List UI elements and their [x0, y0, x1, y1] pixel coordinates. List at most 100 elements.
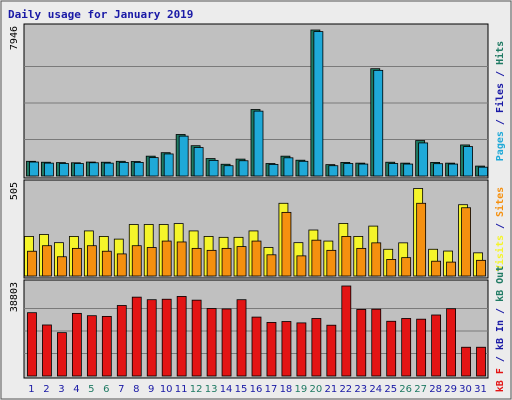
bar-sites-day-3: [57, 256, 67, 277]
bar-sites-day-19: [296, 255, 307, 277]
bar-sites-day-15: [236, 246, 247, 277]
bar-sites-day-11: [176, 241, 187, 277]
x-tick-day-11: 11: [175, 384, 188, 395]
bar-sites-day-13: [206, 249, 217, 277]
bar-kb-f-day-28: [431, 314, 442, 377]
x-tick-day-13: 13: [205, 384, 218, 395]
x-tick-day-24: 24: [369, 384, 382, 395]
bar-kb-f-day-7: [116, 305, 127, 377]
bar-sites-day-1: [27, 250, 37, 277]
series-label-part-5: Hits: [494, 41, 506, 65]
x-tick-day-26: 26: [399, 384, 412, 395]
bar-kb-f-day-2: [42, 324, 52, 377]
bar-kb-f-day-17: [266, 322, 277, 377]
bar-sites-day-16: [251, 240, 262, 277]
x-tick-day-29: 29: [444, 384, 457, 395]
bar-files-day-2: [44, 162, 54, 177]
series-label-part-1: Visits: [494, 235, 506, 271]
x-tick-day-20: 20: [310, 384, 323, 395]
bar-files-day-28: [433, 163, 444, 177]
bar-kb-f-day-21: [326, 324, 337, 377]
bar-kb-f-day-8: [131, 296, 142, 377]
x-tick-day-4: 4: [73, 384, 79, 395]
bar-files-day-10: [163, 153, 174, 177]
bar-files-day-21: [328, 165, 339, 177]
bar-sites-day-14: [221, 247, 232, 277]
panel-2-series-label: Visits / Sites: [494, 187, 506, 271]
bar-kb-f-day-3: [57, 332, 67, 377]
bar-sites-day-22: [341, 236, 352, 277]
bar-files-day-19: [298, 160, 309, 177]
bar-kb-f-day-19: [296, 322, 307, 377]
x-tick-day-8: 8: [133, 384, 139, 395]
panel-2: 505 Visits / Sites: [9, 179, 506, 279]
bar-files-day-18: [283, 157, 294, 177]
bar-files-day-20: [313, 31, 324, 177]
bar-kb-f-day-31: [476, 346, 486, 377]
x-tick-day-31: 31: [474, 384, 487, 395]
x-tick-day-15: 15: [235, 384, 248, 395]
x-tick-day-28: 28: [429, 384, 442, 395]
bar-kb-f-day-29: [446, 308, 456, 377]
bar-kb-f-day-18: [281, 321, 292, 377]
bar-kb-f-day-23: [356, 309, 367, 377]
bar-files-day-11: [178, 135, 189, 177]
chart-title: Daily usage for January 2019: [8, 8, 193, 21]
x-tick-day-7: 7: [118, 384, 124, 395]
bar-files-day-31: [478, 166, 488, 177]
bar-sites-day-6: [101, 250, 112, 277]
bar-files-day-15: [238, 160, 249, 177]
x-tick-day-17: 17: [265, 384, 278, 395]
x-tick-day-14: 14: [220, 384, 233, 395]
bar-files-day-25: [388, 163, 399, 177]
series-label-part-2: /: [495, 350, 506, 368]
bar-files-day-8: [133, 162, 144, 177]
bar-files-day-30: [463, 146, 473, 177]
bar-kb-f-day-9: [146, 299, 157, 377]
panel-1-series-label: Pages / Files / Hits: [494, 41, 506, 161]
series-label-part-1: kB F: [495, 368, 506, 392]
bar-sites-day-28: [431, 260, 442, 277]
bar-kb-f-day-10: [161, 298, 172, 377]
x-tick-day-10: 10: [160, 384, 173, 395]
bar-files-day-4: [73, 163, 84, 177]
bar-kb-f-day-26: [401, 318, 412, 377]
x-tick-day-5: 5: [88, 384, 94, 395]
bar-files-day-23: [358, 163, 369, 177]
bar-files-day-22: [343, 163, 354, 177]
bar-kb-f-day-13: [206, 308, 217, 377]
panel-3-ymax-label: 38803: [9, 282, 20, 312]
x-tick-day-18: 18: [280, 384, 293, 395]
x-tick-day-16: 16: [250, 384, 263, 395]
bar-sites-day-24: [371, 242, 382, 277]
series-label-part-4: /: [495, 65, 506, 83]
bar-files-day-3: [59, 163, 69, 177]
bar-sites-day-27: [416, 202, 427, 277]
bar-sites-day-21: [326, 249, 337, 277]
bar-kb-f-day-30: [461, 346, 471, 377]
x-tick-day-27: 27: [414, 384, 427, 395]
x-tick-day-19: 19: [295, 384, 308, 395]
bar-sites-day-29: [446, 261, 456, 277]
x-tick-day-9: 9: [148, 384, 154, 395]
bar-files-day-7: [118, 162, 129, 177]
bar-kb-f-day-22: [341, 285, 352, 377]
bar-files-day-6: [103, 162, 114, 177]
panel-1-ymax-label: 7946: [9, 26, 20, 50]
bar-kb-f-day-11: [176, 296, 187, 377]
bar-kb-f-day-16: [251, 316, 262, 377]
bar-files-day-12: [193, 147, 204, 177]
x-axis-day-labels: 1 2 3 4 5 6 7 8 9 10 11 12 13 14 15 16 17 18 19 20 21 22 23 24 2…: [28, 384, 487, 395]
bar-sites-day-7: [116, 253, 127, 277]
series-label-part-3: Sites: [494, 187, 506, 217]
bar-kb-f-day-25: [386, 320, 397, 377]
bar-files-day-29: [448, 163, 458, 177]
bar-files-day-13: [208, 159, 219, 177]
bar-sites-day-23: [356, 247, 367, 277]
bar-sites-day-25: [386, 259, 397, 277]
bar-sites-day-2: [42, 245, 52, 277]
bar-files-day-9: [148, 157, 159, 177]
